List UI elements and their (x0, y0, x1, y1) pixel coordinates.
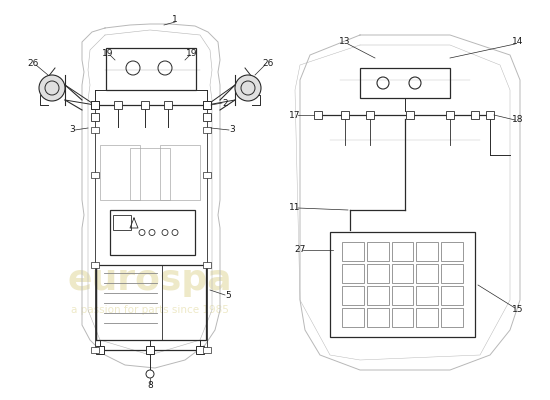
Bar (392, 242, 414, 261)
Text: 14: 14 (512, 38, 524, 46)
Bar (91, 101, 99, 109)
Circle shape (139, 230, 145, 236)
Text: 3: 3 (69, 126, 75, 134)
Text: 8: 8 (147, 382, 153, 390)
Bar (416, 308, 438, 327)
Circle shape (39, 75, 65, 101)
Circle shape (149, 230, 155, 236)
Bar (130, 148, 170, 200)
Bar (486, 111, 494, 119)
Bar (416, 286, 438, 305)
Bar (203, 172, 211, 178)
Bar (113, 215, 131, 230)
Bar (416, 242, 438, 261)
Circle shape (172, 230, 178, 236)
Bar (367, 308, 389, 327)
Text: 5: 5 (225, 290, 231, 300)
Text: 27: 27 (294, 246, 306, 254)
Bar (100, 145, 140, 200)
Bar (392, 308, 414, 327)
Bar (342, 286, 364, 305)
Bar (314, 111, 322, 119)
Bar (96, 346, 104, 354)
Bar (91, 101, 99, 109)
Bar (203, 101, 211, 109)
Bar (360, 68, 450, 98)
Bar (416, 264, 438, 283)
Bar (91, 113, 99, 121)
Bar (106, 48, 196, 90)
Bar (341, 111, 349, 119)
Bar (160, 145, 200, 200)
Bar (441, 308, 463, 327)
Text: 19: 19 (102, 48, 114, 58)
Text: 2: 2 (222, 98, 228, 108)
Bar (146, 346, 154, 354)
Bar (471, 111, 479, 119)
Bar (114, 101, 122, 109)
Bar (441, 286, 463, 305)
Text: eurospa: eurospa (68, 263, 232, 297)
Bar (392, 286, 414, 305)
Circle shape (162, 230, 168, 236)
Bar (366, 111, 374, 119)
Text: 15: 15 (512, 306, 524, 314)
Text: 19: 19 (186, 48, 198, 58)
Bar (96, 265, 206, 340)
Text: 17: 17 (289, 110, 301, 120)
Circle shape (235, 75, 261, 101)
Bar (342, 264, 364, 283)
Bar (203, 347, 211, 353)
Bar (196, 346, 204, 354)
Bar (91, 127, 99, 133)
Bar (441, 264, 463, 283)
Bar (91, 347, 99, 353)
Bar (110, 210, 195, 255)
Text: 11: 11 (289, 204, 301, 212)
Bar (141, 101, 149, 109)
Bar (367, 264, 389, 283)
Bar (441, 242, 463, 261)
Bar (164, 101, 172, 109)
Text: 26: 26 (28, 58, 38, 68)
Bar (342, 308, 364, 327)
Text: 1: 1 (172, 16, 178, 24)
Text: a passion for parts since 1985: a passion for parts since 1985 (71, 305, 229, 315)
Bar (203, 113, 211, 121)
Bar (91, 172, 99, 178)
Bar (91, 262, 99, 268)
Bar (392, 264, 414, 283)
Bar (342, 242, 364, 261)
Text: 18: 18 (512, 116, 524, 124)
Bar (406, 111, 414, 119)
Bar (330, 232, 475, 337)
Text: 13: 13 (339, 38, 351, 46)
Bar (203, 127, 211, 133)
Bar (203, 262, 211, 268)
Bar (203, 101, 211, 109)
Circle shape (146, 370, 154, 378)
Text: 3: 3 (229, 126, 235, 134)
Bar (367, 242, 389, 261)
Text: 26: 26 (262, 58, 274, 68)
Bar (446, 111, 454, 119)
Bar (367, 286, 389, 305)
